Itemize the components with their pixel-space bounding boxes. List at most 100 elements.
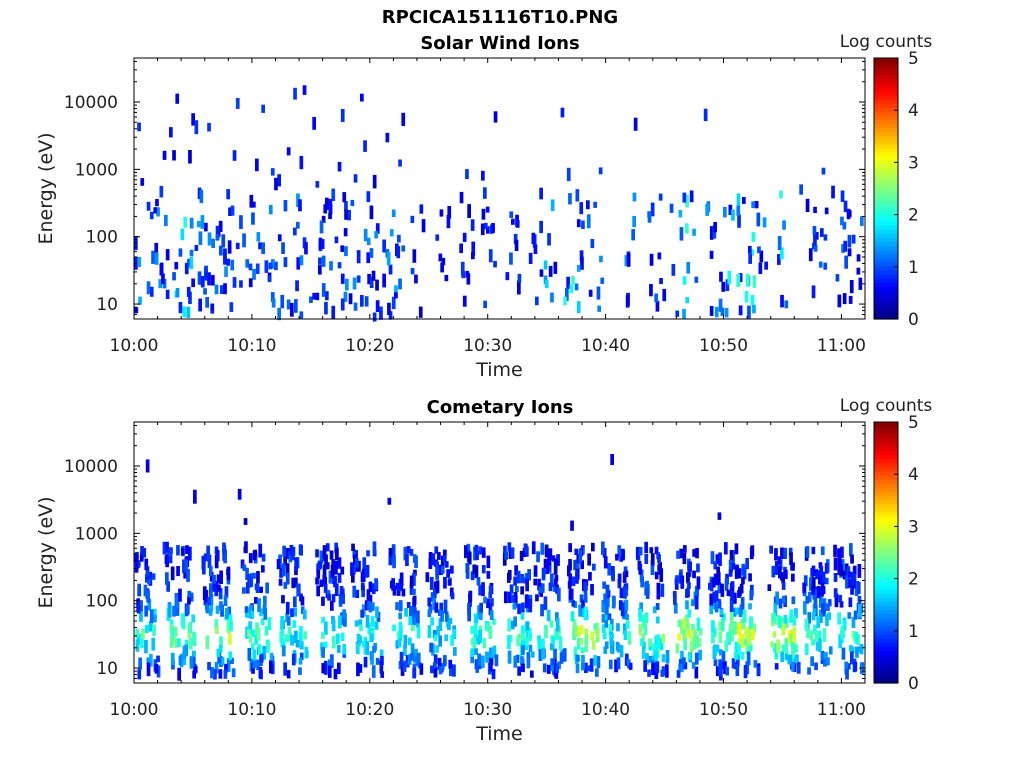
- heatmap-cell: [769, 545, 773, 554]
- heatmap-cell: [792, 631, 796, 645]
- heatmap-cell: [366, 237, 371, 246]
- heatmap-cell: [474, 659, 479, 670]
- heatmap-cell: [180, 548, 185, 556]
- heatmap-cell: [186, 604, 190, 615]
- heatmap-cell: [145, 459, 150, 473]
- heatmap-cell: [488, 592, 493, 599]
- heatmap-cell: [230, 259, 235, 271]
- heatmap-cell: [686, 587, 690, 597]
- heatmap-cell: [437, 609, 442, 616]
- heatmap-cell: [817, 630, 822, 644]
- heatmap-cell: [205, 297, 209, 308]
- heatmap-cell: [398, 159, 402, 167]
- heatmap-cell: [781, 622, 786, 636]
- heatmap-cell: [806, 628, 810, 639]
- heatmap-cell: [299, 652, 304, 660]
- heatmap-cell: [693, 631, 697, 644]
- heatmap-cell: [691, 623, 695, 631]
- heatmap-cell: [368, 594, 373, 607]
- heatmap-cell: [149, 654, 153, 667]
- colorbar-segment: [874, 678, 898, 684]
- heatmap-cell: [575, 663, 580, 674]
- heatmap-cell: [609, 641, 614, 654]
- colorbar-segment: [874, 634, 898, 639]
- colorbar-segment: [874, 642, 898, 647]
- heatmap-cell: [508, 550, 513, 559]
- heatmap-cell: [531, 541, 536, 555]
- heatmap-cell: [860, 662, 865, 673]
- heatmap-cell: [724, 640, 729, 652]
- heatmap-cell: [851, 616, 856, 629]
- heatmap-cell: [655, 616, 660, 624]
- heatmap-cell: [221, 234, 226, 248]
- heatmap-cell: [607, 563, 612, 576]
- heatmap-cell: [842, 293, 847, 305]
- heatmap-cell: [298, 667, 302, 675]
- heatmap-cell: [299, 311, 304, 319]
- heatmap-cell: [136, 604, 141, 614]
- heatmap-cell: [342, 192, 347, 203]
- colorbar-segment: [874, 286, 898, 292]
- heatmap-cell: [649, 284, 653, 297]
- heatmap-cell: [397, 638, 402, 648]
- heatmap-cell: [354, 558, 359, 568]
- heatmap-cell: [689, 640, 694, 653]
- heatmap-cell: [723, 661, 727, 674]
- heatmap-cell: [173, 626, 177, 637]
- heatmap-cell: [691, 662, 696, 669]
- x-tick-label: 10:10: [227, 336, 276, 356]
- heatmap-cell: [189, 217, 194, 229]
- heatmap-cell: [571, 600, 576, 607]
- heatmap-cell: [566, 167, 571, 182]
- heatmap-cell: [614, 659, 618, 673]
- heatmap-cell: [340, 273, 345, 284]
- heatmap-cell: [580, 256, 584, 270]
- heatmap-cell: [394, 292, 398, 299]
- colorbar-segment: [874, 119, 898, 124]
- heatmap-cell: [176, 566, 180, 577]
- heatmap-cell: [687, 582, 691, 589]
- heatmap-cell: [395, 602, 399, 611]
- heatmap-cell: [856, 581, 861, 595]
- heatmap-cell: [553, 648, 557, 662]
- heatmap-cell: [251, 629, 255, 638]
- heatmap-cell: [758, 262, 763, 274]
- heatmap-cell: [856, 254, 861, 262]
- heatmap-cell: [224, 586, 229, 598]
- x-axis-label: Time: [475, 723, 523, 745]
- heatmap-cell: [231, 668, 236, 678]
- heatmap-cell: [251, 212, 255, 225]
- heatmap-cell: [680, 575, 685, 589]
- heatmap-cell: [403, 660, 408, 667]
- heatmap-cell: [472, 564, 477, 574]
- heatmap-cell: [739, 583, 744, 594]
- heatmap-cell: [718, 631, 723, 644]
- heatmap-cell: [673, 603, 678, 614]
- x-tick-label: 10:50: [699, 336, 748, 356]
- heatmap-cell: [318, 265, 322, 275]
- heatmap-cell: [141, 629, 145, 639]
- heatmap-cell: [334, 542, 338, 553]
- heatmap-cell: [740, 597, 745, 610]
- heatmap-cell: [380, 671, 384, 678]
- heatmap-cell: [398, 621, 403, 630]
- heatmap-cell: [249, 635, 253, 643]
- heatmap-cell: [211, 275, 215, 286]
- heatmap-cell: [744, 291, 749, 303]
- heatmap-cell: [145, 570, 150, 578]
- heatmap-cell: [187, 590, 192, 598]
- heatmap-cell: [683, 545, 687, 553]
- heatmap-cell: [623, 566, 628, 575]
- heatmap-cell: [465, 270, 470, 278]
- heatmap-cell: [625, 295, 630, 308]
- heatmap-cell: [146, 201, 151, 211]
- colorbar-tick-label: 5: [908, 49, 919, 69]
- x-tick-label: 10:00: [110, 336, 159, 356]
- heatmap-cell: [284, 634, 288, 643]
- heatmap-cell: [791, 562, 795, 571]
- heatmap-cell: [525, 637, 529, 646]
- heatmap-cell: [628, 662, 633, 670]
- heatmap-cell: [540, 583, 545, 593]
- heatmap-cell: [810, 656, 814, 667]
